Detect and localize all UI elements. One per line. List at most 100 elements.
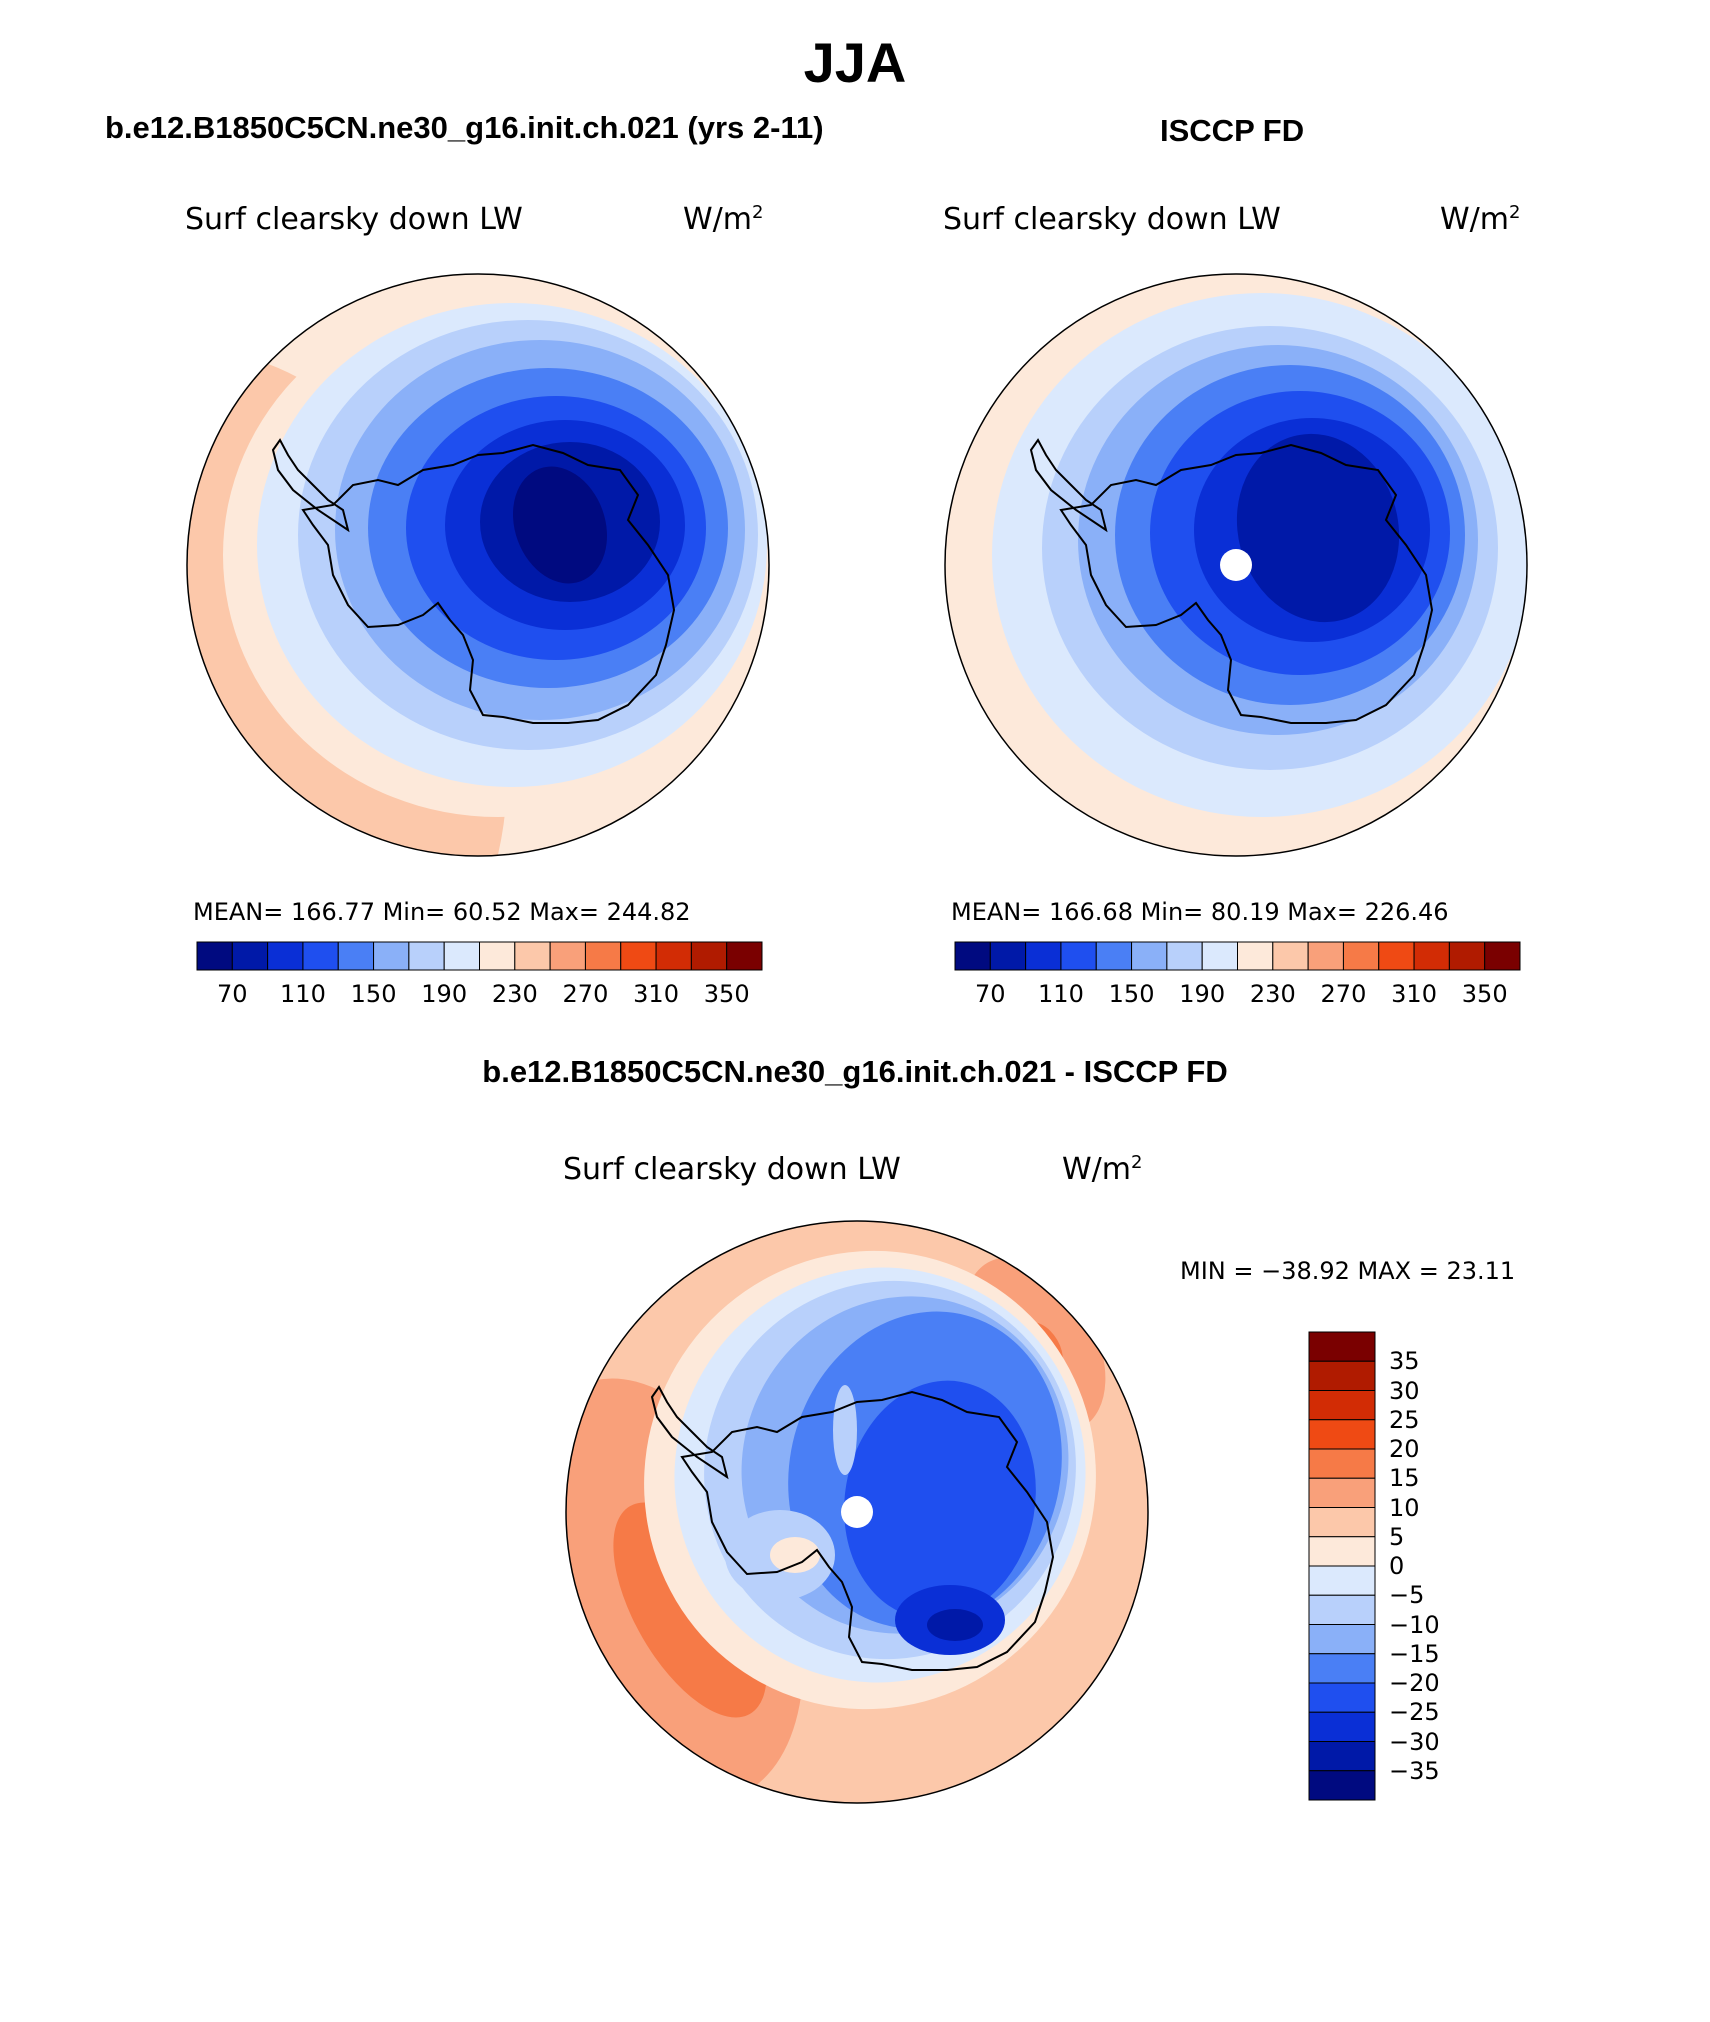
diff-colorbar-tick-label: −10 [1389,1610,1440,1639]
diff-colorbar-swatch [1308,1507,1376,1538]
diff-colorbar-tick-label: −15 [1389,1639,1440,1668]
model-colorbar-swatch [584,941,622,971]
model-colorbar [196,941,763,971]
diff-colorbar [1308,1331,1376,1801]
obs-colorbar-swatch [1095,941,1133,971]
obs-colorbar-swatch [1448,941,1486,971]
model-colorbar-swatch [514,941,551,971]
obs-map [945,274,1527,856]
model-variable-label: Surf clearsky down LW [185,202,523,237]
diff-colorbar-swatch [1308,1390,1376,1421]
diff-colorbar-tick-label: 5 [1389,1522,1405,1551]
model-colorbar-tick-label: 110 [280,980,326,1008]
model-colorbar-swatch [549,941,586,971]
diff-colorbar-swatch [1308,1448,1376,1479]
model-colorbar-swatch [479,941,516,971]
model-colorbar-swatch [726,941,763,971]
obs-colorbar-swatch [1413,941,1450,971]
obs-panel-title: ISCCP FD [1160,113,1305,148]
diff-colorbar-swatch [1308,1741,1376,1772]
diff-colorbar-swatch [1308,1711,1376,1742]
model-colorbar-tick-label: 190 [421,980,468,1008]
obs-colorbar-swatch [1131,941,1168,971]
model-colorbar-swatch [620,941,657,971]
diff-colorbar-tick-label: 0 [1389,1552,1405,1580]
obs-colorbar-tick-label: 150 [1108,980,1155,1008]
model-panel-title: b.e12.B1850C5CN.ne30_g16.init.ch.021 (yr… [105,110,824,145]
diff-colorbar-swatch [1308,1477,1376,1508]
obs-colorbar-swatch [1166,941,1203,971]
model-colorbar-tick-label: 270 [562,980,609,1008]
model-colorbar-swatch [196,941,233,971]
diff-colorbar-tick-label: −20 [1389,1669,1440,1697]
diff-colorbar-tick-label: −5 [1389,1581,1425,1610]
model-map-border [186,273,770,857]
model-colorbar-tick-label: 350 [703,980,750,1008]
diff-colorbar-swatch [1308,1331,1376,1362]
obs-units-label: W/m2 [1440,202,1521,237]
obs-colorbar-swatch [954,941,991,971]
model-map [187,274,769,856]
diff-colorbar-swatch [1308,1653,1376,1684]
model-colorbar-swatch [373,941,410,971]
obs-colorbar-swatch [1060,941,1097,971]
obs-colorbar-tick-label: 70 [975,980,1006,1008]
diff-variable-label: Surf clearsky down LW [563,1152,901,1187]
obs-colorbar-swatch [1378,941,1415,971]
model-colorbar-swatch [302,941,339,971]
model-colorbar-tick-label: 70 [217,980,248,1008]
diff-colorbar-tick-label: 15 [1389,1464,1420,1493]
model-colorbar-tick-label: 230 [491,980,538,1008]
obs-colorbar-swatch [1201,941,1238,971]
diff-colorbar-swatch [1308,1419,1376,1450]
diff-colorbar-swatch [1308,1682,1376,1713]
obs-colorbar-tick-label: 230 [1249,980,1296,1008]
model-colorbar-tick-label: 310 [633,980,679,1008]
obs-colorbar-tick-label: 190 [1179,980,1226,1008]
obs-colorbar-tick-label: 270 [1320,980,1367,1008]
diff-colorbar-tick-label: 35 [1389,1347,1420,1376]
obs-colorbar-swatch [1307,941,1344,971]
model-colorbar-swatch [690,941,728,971]
diff-panel-title: b.e12.B1850C5CN.ne30_g16.init.ch.021 - I… [482,1054,1228,1089]
diff-colorbar-swatch [1308,1624,1376,1655]
diff-stats: MIN = −38.92 MAX = 23.11 [1180,1257,1516,1285]
obs-colorbar-swatch [1237,941,1274,971]
diff-colorbar-swatch [1308,1565,1376,1596]
model-colorbar-swatch [337,941,375,971]
obs-colorbar-swatch [1272,941,1309,971]
diff-colorbar-tick-label: 20 [1389,1435,1420,1463]
obs-colorbar-swatch [1484,941,1521,971]
model-stats: MEAN= 166.77 Min= 60.52 Max= 244.82 [193,898,691,926]
model-colorbar-tick-label: 150 [350,980,397,1008]
diff-map-border [565,1220,1149,1804]
obs-stats: MEAN= 166.68 Min= 80.19 Max= 226.46 [951,898,1449,926]
diff-units-label: W/m2 [1062,1152,1143,1187]
diff-colorbar-tick-label: 25 [1389,1405,1420,1434]
diff-colorbar-tick-label: 10 [1389,1493,1420,1522]
obs-variable-label: Surf clearsky down LW [943,202,1281,237]
obs-colorbar-swatch [1342,941,1380,971]
model-colorbar-swatch [655,941,692,971]
figure-title: JJA [803,31,907,94]
diff-pole-mask [841,1496,873,1528]
model-colorbar-swatch [267,941,304,971]
model-colorbar-swatch [408,941,445,971]
diff-colorbar-swatch [1308,1770,1376,1801]
model-colorbar-swatch [231,941,269,971]
obs-colorbar-swatch [1025,941,1062,971]
diff-colorbar-swatch [1308,1360,1376,1391]
obs-colorbar-tick-label: 310 [1391,980,1437,1008]
diff-colorbar-tick-label: −30 [1389,1727,1440,1756]
model-colorbar-swatch [443,941,480,971]
obs-colorbar [954,941,1521,971]
obs-colorbar-tick-label: 350 [1461,980,1508,1008]
diff-colorbar-swatch [1308,1594,1376,1625]
diff-colorbar-tick-label: −35 [1389,1756,1440,1785]
diff-colorbar-swatch [1308,1536,1376,1567]
model-units-label: W/m2 [683,202,764,237]
obs-colorbar-tick-label: 110 [1038,980,1084,1008]
obs-pole-mask [1220,549,1252,581]
diff-colorbar-tick-label: 30 [1389,1376,1420,1405]
